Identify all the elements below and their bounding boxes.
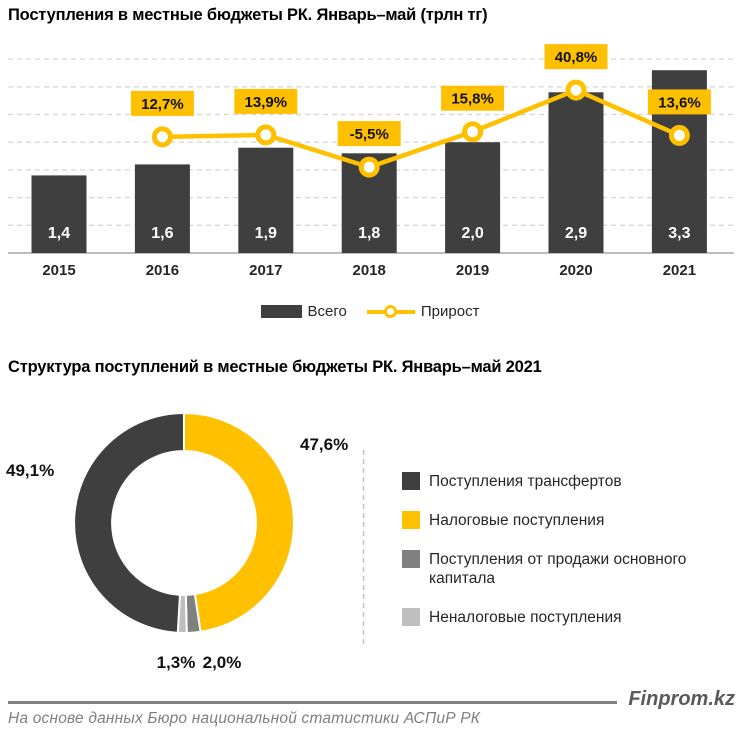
legend-label: Поступления от продажи основного капитал…	[429, 551, 687, 587]
growth-value-label: 13,6%	[658, 94, 701, 111]
growth-marker-2021	[668, 124, 690, 146]
bar-line-chart: 1,4 2015 1,6 2016 1,9 2017 1,8 2018 2,0 2019 2,9 20…	[8, 44, 734, 279]
bar-value-label: 1,8	[358, 225, 380, 242]
legend-label: Неналоговые поступления	[429, 609, 622, 626]
donut-slice-label-3: 49,1%	[6, 461, 54, 480]
x-axis-tick-2017: 2017	[249, 262, 282, 279]
legend-growth-label: Прирост	[420, 303, 480, 320]
donut-slice-label-2: 1,3%	[157, 653, 196, 672]
donut-chart: 47,6% 2,0% 1,3% 49,1%	[6, 412, 365, 672]
bar-value-label: 1,9	[255, 225, 277, 242]
donut-slice-0	[183, 412, 295, 633]
x-axis-tick-2016: 2016	[146, 262, 179, 279]
growth-line	[160, 87, 682, 170]
bar-2016	[134, 164, 190, 253]
bar-2017	[238, 147, 294, 253]
growth-callout-2016	[130, 90, 194, 116]
growth-value-label: -5,5%	[350, 126, 389, 143]
bar-chart-title: Поступления в местные бюджеты РК. Январь…	[8, 6, 488, 24]
bar-value-label: 1,4	[48, 225, 70, 242]
x-axis-tick-2020: 2020	[559, 262, 592, 279]
brand-logo: Finprom.kz	[628, 688, 735, 710]
bar-2020	[548, 92, 604, 253]
donut-slice-label-0: 47,6%	[300, 435, 348, 454]
growth-value-label: 40,8%	[555, 49, 598, 66]
growth-marker-2016	[151, 126, 173, 148]
growth-callout-2018	[337, 121, 401, 147]
bar-value-label: 1,6	[151, 225, 173, 242]
x-axis-tick-2021: 2021	[663, 262, 696, 279]
donut-legend-item-2: Поступления от продажи основного капитал…	[402, 550, 736, 588]
legend-total-label: Всего	[307, 303, 347, 320]
growth-callout-2017	[234, 88, 298, 114]
source-note: На основе данных Бюро национальной стати…	[8, 710, 481, 727]
donut-legend-item-0: Поступления трансфертов	[402, 472, 736, 491]
growth-callout-2021	[647, 89, 711, 115]
growth-callout-2019	[441, 85, 505, 111]
growth-value-label: 15,8%	[451, 91, 494, 108]
growth-marker-2018	[358, 156, 380, 178]
legend-item-growth: Прирост	[366, 303, 480, 320]
legend-label: Налоговые поступления	[429, 512, 605, 529]
growth-marker-2020	[565, 79, 587, 101]
donut-chart-title: Структура поступлений в местные бюджеты …	[8, 358, 542, 376]
legend-swatch-icon	[402, 511, 420, 529]
bar-value-label: 3,3	[668, 225, 690, 242]
growth-marker-2017	[255, 124, 277, 146]
total-swatch	[260, 305, 302, 318]
legend-item-total: Всего	[260, 303, 347, 320]
growth-value-label: 13,9%	[245, 94, 288, 111]
legend-swatch-icon	[402, 608, 420, 626]
legend-label: Поступления трансфертов	[429, 473, 622, 490]
legend-swatch-icon	[402, 472, 420, 490]
bar-2015	[31, 175, 87, 253]
bar-chart-legend: Всего Прирост	[0, 303, 740, 320]
bar-value-label: 2,9	[565, 225, 587, 242]
growth-line-swatch	[366, 305, 415, 318]
donut-legend-item-3: Неналоговые поступления	[402, 608, 736, 627]
x-axis-tick-2015: 2015	[42, 262, 75, 279]
donut-legend-item-1: Налоговые поступления	[402, 511, 736, 530]
donut-chart-legend: Поступления трансфертов Налоговые поступл…	[402, 472, 736, 627]
legend-swatch-icon	[402, 550, 420, 568]
growth-marker-2019	[462, 121, 484, 143]
growth-marker-icon	[383, 305, 397, 318]
footer-divider	[8, 701, 617, 704]
donut-slice-label-1: 2,0%	[203, 653, 242, 672]
bar-2019	[445, 142, 501, 253]
bar-value-label: 2,0	[461, 225, 483, 242]
donut-slice-3	[73, 412, 185, 634]
x-axis-tick-2019: 2019	[456, 262, 489, 279]
x-axis-tick-2018: 2018	[353, 262, 386, 279]
growth-callout-2020	[544, 44, 608, 70]
growth-value-label: 12,7%	[141, 96, 184, 113]
